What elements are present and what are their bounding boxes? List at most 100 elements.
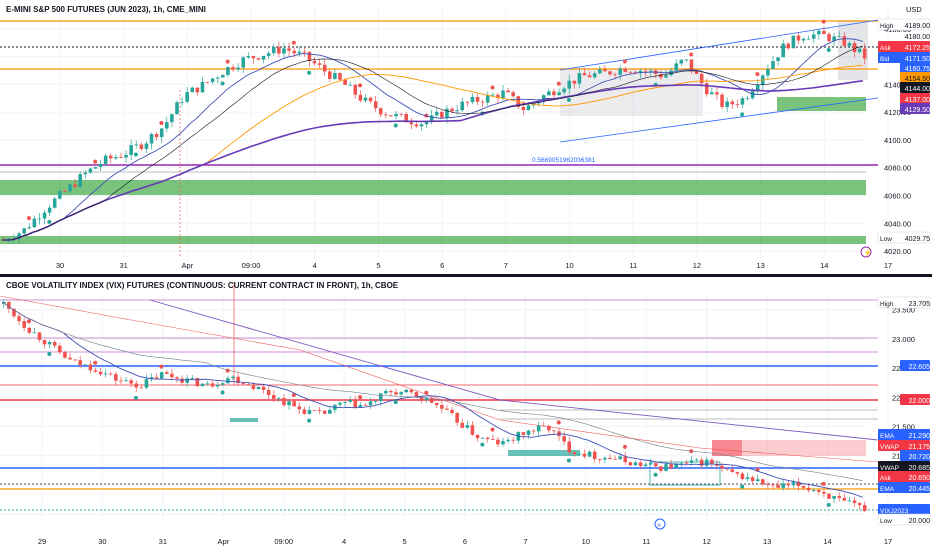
candle [842,36,847,46]
sell-marker [93,159,98,164]
candle [501,441,505,445]
candle [460,422,465,428]
candle [78,360,82,366]
candle [108,373,113,375]
candle [58,345,62,353]
candle [338,402,342,405]
candle [587,451,592,457]
alert-icon[interactable] [860,246,872,258]
sell-marker [159,120,164,125]
candle [200,383,205,387]
candle [389,115,393,117]
x-tick-label: 13 [756,261,764,270]
candle [674,463,678,469]
forward-icon: » [657,522,661,529]
panel-divider[interactable] [0,274,932,277]
candle [256,386,261,389]
supply-zone-core [712,440,742,456]
candle [277,398,281,399]
candle [832,496,836,499]
candle [63,352,67,358]
y-tick-label: 4060.00 [884,192,911,201]
candle [226,67,230,75]
price-tag [900,82,930,93]
sell-marker [490,427,495,432]
buy-marker [480,442,485,447]
candle [761,479,765,485]
price-tag-value: 4180.00 [905,34,930,41]
candle [857,48,862,53]
price-tag-value: 21.290 [909,433,931,440]
candle [750,91,755,99]
candle [694,71,699,74]
candle [322,410,327,414]
buy-marker [566,458,571,463]
candle [801,486,806,488]
candle [547,425,551,431]
price-tag [878,41,930,52]
candle [506,439,510,442]
price-tag-value: 21.175 [909,444,931,451]
price-tag-value: 23.705 [909,301,931,308]
lightning-icon: ⚡ [864,248,873,257]
candle [659,466,663,471]
x-tick-label: 11 [629,261,637,270]
candle [384,390,388,394]
candle [195,87,200,93]
vix-futures-panel: CBOE VOLATILITY INDEX (VIX) FUTURES (CON… [0,281,931,546]
sell-marker [424,390,429,395]
candle [93,167,98,169]
candle [603,69,607,72]
candle [292,401,296,407]
candle [134,144,139,146]
candle [506,90,510,93]
candle [419,124,424,127]
price-tag-value: 4160.75 [905,66,930,73]
x-tick-label: 13 [763,537,771,546]
buy-marker [47,219,52,224]
candle [796,35,801,41]
candle [862,48,867,59]
candle [333,73,337,79]
candle [704,459,709,466]
candle [154,134,159,138]
candle [842,497,847,501]
candle [159,128,164,138]
candle [806,487,811,491]
candle [241,57,245,68]
candle [37,332,42,340]
candle [47,207,52,213]
x-tick-label: 6 [463,537,467,546]
candle [399,392,403,395]
candle [409,122,414,125]
candle [496,439,500,445]
candle [547,91,551,96]
candle [404,389,409,393]
x-tick-label: 10 [582,537,590,546]
candle [531,430,536,432]
candle [317,409,322,411]
candle [541,95,546,102]
candle [791,35,796,49]
candle [679,59,684,64]
x-tick-label: 7 [504,261,508,270]
candle [312,409,317,411]
sell-marker [755,72,760,77]
year-pivot-label: Year Pivot [622,157,652,164]
price-tag [878,471,930,482]
candle [129,145,133,155]
candle [750,477,755,482]
candle [190,87,195,93]
candle [205,383,210,385]
replay-icon[interactable] [654,518,666,530]
candle [322,64,327,72]
bottom-series [1,299,867,513]
candle [88,364,93,371]
candle [633,72,638,74]
candle [73,184,77,187]
candle [83,364,88,366]
candle [215,384,220,387]
candle [399,113,403,115]
buy-marker [220,81,225,86]
candle [526,105,531,111]
